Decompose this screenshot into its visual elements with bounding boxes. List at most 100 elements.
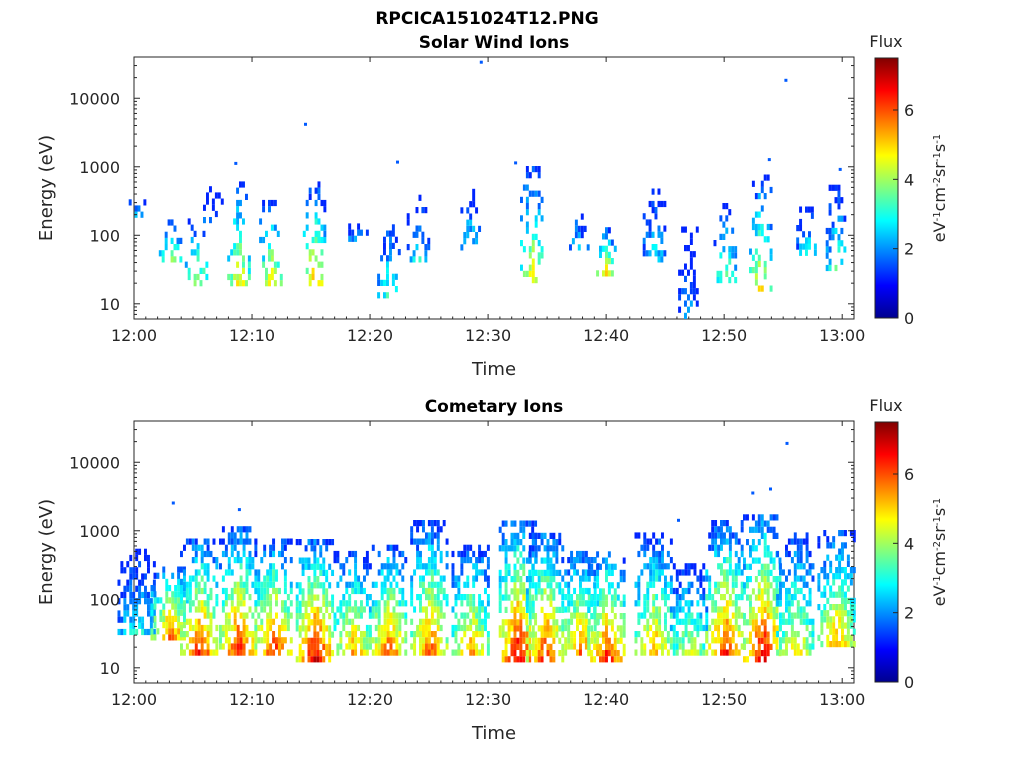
- flux-cell: [522, 631, 526, 638]
- flux-cell: [211, 204, 215, 211]
- flux-cell: [844, 634, 847, 641]
- flux-cell: [648, 231, 652, 238]
- colorbar-tick-label: 6: [904, 101, 914, 120]
- flux-cell: [779, 643, 782, 650]
- flux-cell: [360, 587, 363, 595]
- flux-cell: [510, 643, 514, 650]
- flux-cell: [283, 557, 287, 564]
- flux-cell: [313, 631, 317, 638]
- flux-cell: [120, 591, 124, 599]
- flux-cell: [386, 557, 390, 564]
- flux-cell: [221, 606, 225, 613]
- flux-cell: [779, 569, 782, 576]
- flux-cell: [377, 550, 381, 558]
- flux-cell: [619, 569, 623, 576]
- flux-cell: [754, 230, 758, 237]
- flux-cell: [546, 563, 550, 570]
- flux-cell: [383, 292, 386, 299]
- flux-cell: [684, 569, 688, 576]
- flux-outlier: [767, 158, 771, 162]
- flux-cell: [534, 215, 538, 222]
- flux-cell: [233, 612, 237, 619]
- flux-cell: [422, 649, 425, 656]
- flux-cell: [206, 575, 210, 582]
- flux-cell: [401, 587, 405, 595]
- flux-cell: [802, 612, 806, 619]
- flux-cell: [398, 643, 402, 650]
- flux-cell: [242, 544, 246, 551]
- flux-cell: [649, 569, 653, 576]
- flux-cell: [519, 619, 523, 626]
- flux-cell: [263, 575, 267, 582]
- flux-cell: [410, 532, 414, 539]
- flux-cell: [430, 532, 434, 539]
- flux-cell: [661, 587, 664, 595]
- flux-cell: [705, 569, 709, 576]
- flux-cell: [268, 249, 271, 256]
- flux-cell: [751, 588, 755, 595]
- flux-cell: [348, 235, 352, 242]
- flux-cell: [504, 539, 508, 546]
- y-tick-label: 10: [100, 295, 120, 314]
- flux-cell: [254, 538, 258, 545]
- flux-cell: [236, 249, 240, 256]
- flux-cell: [513, 613, 517, 620]
- flux-cell: [720, 526, 723, 533]
- flux-cell: [766, 631, 770, 638]
- flux-cell: [310, 606, 314, 613]
- flux-cell: [714, 624, 718, 632]
- flux-cell: [772, 588, 776, 595]
- flux-cell: [439, 600, 443, 607]
- flux-cell: [573, 631, 577, 638]
- x-tick-label: 12:30: [465, 326, 511, 345]
- flux-cell: [692, 294, 696, 301]
- flux-cell: [528, 613, 532, 620]
- flux-cell: [823, 591, 827, 598]
- flux-cell: [377, 279, 381, 286]
- flux-cell: [159, 609, 163, 616]
- flux-cell: [301, 600, 305, 607]
- flux-cell: [466, 581, 470, 588]
- flux-cell: [484, 624, 487, 632]
- flux-cell: [696, 631, 700, 638]
- flux-cell: [236, 187, 240, 194]
- flux-cell: [323, 199, 327, 207]
- flux-cell: [849, 634, 853, 641]
- flux-cell: [516, 637, 520, 644]
- flux-cell: [193, 230, 197, 237]
- flux-cell: [319, 551, 323, 558]
- flux-cell: [233, 538, 237, 545]
- flux-cell: [180, 649, 183, 656]
- flux-cell: [599, 563, 602, 570]
- flux-cell: [693, 637, 697, 644]
- flux-cell: [269, 594, 273, 601]
- flux-cell: [531, 637, 535, 644]
- flux-cell: [513, 539, 517, 546]
- flux-cell: [725, 587, 729, 595]
- flux-cell: [345, 581, 349, 588]
- flux-cell: [817, 634, 821, 641]
- flux-cell: [731, 246, 735, 253]
- flux-cell: [555, 631, 559, 638]
- flux-cell: [451, 631, 455, 638]
- flux-cell: [272, 569, 276, 576]
- flux-cell: [295, 656, 299, 663]
- flux-cell: [313, 606, 317, 613]
- flux-cell: [602, 233, 605, 240]
- flux-cell: [245, 193, 248, 200]
- flux-cell: [558, 625, 562, 632]
- flux-cell: [439, 624, 443, 632]
- flux-cell: [537, 637, 541, 644]
- flux-cell: [307, 656, 311, 663]
- flux-cell: [692, 269, 696, 276]
- flux-cell: [430, 575, 434, 582]
- flux-cell: [725, 649, 729, 656]
- flux-cell: [439, 606, 443, 613]
- flux-cell: [171, 603, 175, 610]
- flux-cell: [383, 242, 386, 249]
- flux-cell: [200, 649, 204, 656]
- flux-cell: [528, 246, 532, 253]
- flux-cell: [699, 612, 703, 619]
- flux-cell: [555, 582, 559, 589]
- flux-cell: [348, 631, 352, 638]
